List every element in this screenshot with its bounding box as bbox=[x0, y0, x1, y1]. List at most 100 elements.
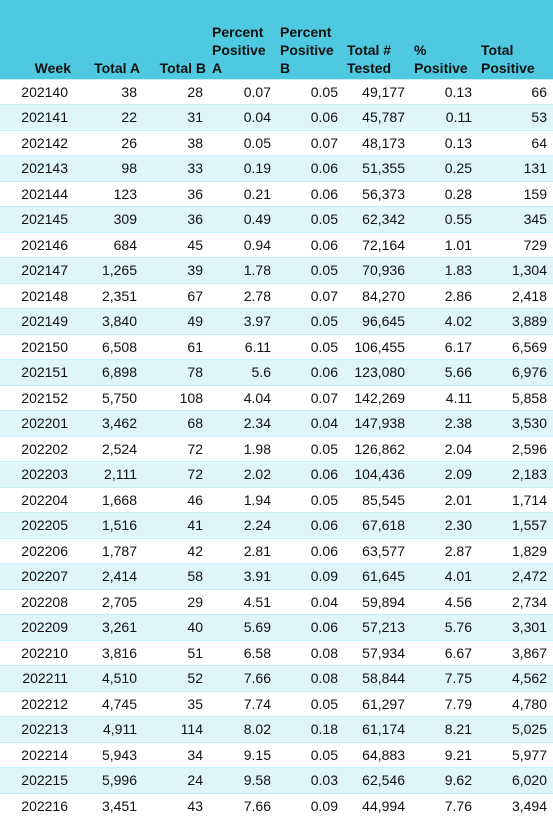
column-header-percent-positive[interactable]: % Positive bbox=[414, 41, 468, 76]
cell-total-a: 4,745 bbox=[74, 690, 143, 717]
cell-percent-positive: 2.38 bbox=[411, 410, 478, 436]
cell-total-positive: 3,867 bbox=[478, 639, 553, 666]
table-row: 202141 22 31 0.04 0.06 45,787 0.11 53 bbox=[0, 104, 553, 130]
cell-total-b: 36 bbox=[143, 206, 209, 232]
cell-total-a: 98 bbox=[74, 155, 143, 181]
column-header-total-tested[interactable]: Total # Tested bbox=[347, 41, 392, 76]
cell-percent-positive-a: 3.97 bbox=[209, 308, 277, 334]
cell-total-b: 24 bbox=[143, 767, 209, 793]
cell-total-b: 34 bbox=[143, 741, 209, 768]
cell-percent-positive-a: 2.81 bbox=[209, 537, 277, 564]
cell-total-tested: 57,213 bbox=[344, 614, 411, 640]
cell-total-positive: 4,780 bbox=[478, 690, 553, 717]
cell-total-tested: 61,174 bbox=[344, 716, 411, 742]
column-header-total-a[interactable]: Total A bbox=[94, 59, 140, 76]
cell-total-positive: 729 bbox=[478, 231, 553, 258]
cell-total-a: 3,840 bbox=[74, 308, 143, 334]
cell-total-positive: 1,829 bbox=[478, 537, 553, 564]
cell-week: 202140 bbox=[0, 78, 74, 105]
cell-percent-positive-b: 0.04 bbox=[277, 410, 344, 436]
cell-percent-positive-a: 3.91 bbox=[209, 563, 277, 589]
cell-total-a: 26 bbox=[74, 129, 143, 156]
table-row: 202213 4,911 114 8.02 0.18 61,174 8.21 5,025 bbox=[0, 716, 553, 742]
cell-total-b: 67 bbox=[143, 282, 209, 309]
cell-total-positive: 2,418 bbox=[478, 282, 553, 309]
cell-total-b: 114 bbox=[143, 716, 209, 742]
table-row: 202145 309 36 0.49 0.05 62,342 0.55 345 bbox=[0, 206, 553, 232]
cell-total-a: 3,261 bbox=[74, 614, 143, 640]
cell-total-tested: 142,269 bbox=[344, 384, 411, 411]
cell-week: 202142 bbox=[0, 129, 74, 156]
cell-total-positive: 5,977 bbox=[478, 741, 553, 768]
cell-percent-positive-a: 0.21 bbox=[209, 180, 277, 207]
cell-total-positive: 6,976 bbox=[478, 359, 553, 385]
cell-percent-positive-a: 8.02 bbox=[209, 716, 277, 742]
table-row: 202204 1,668 46 1.94 0.05 85,545 2.01 1,714 bbox=[0, 486, 553, 513]
cell-total-positive: 6,020 bbox=[478, 767, 553, 793]
cell-percent-positive-a: 9.15 bbox=[209, 741, 277, 768]
cell-total-a: 3,462 bbox=[74, 410, 143, 436]
column-header-percent-positive-b[interactable]: Percent Positive B bbox=[280, 23, 334, 76]
cell-percent-positive-b: 0.06 bbox=[277, 461, 344, 487]
cell-total-a: 2,351 bbox=[74, 282, 143, 309]
cell-total-a: 1,265 bbox=[74, 257, 143, 283]
column-header-percent-positive-a[interactable]: Percent Positive A bbox=[212, 23, 266, 76]
table-row: 202209 3,261 40 5.69 0.06 57,213 5.76 3,301 bbox=[0, 614, 553, 640]
cell-week: 202152 bbox=[0, 384, 74, 411]
cell-total-positive: 4,562 bbox=[478, 665, 553, 691]
cell-total-a: 4,510 bbox=[74, 665, 143, 691]
cell-week: 202143 bbox=[0, 155, 74, 181]
table-row: 202152 5,750 108 4.04 0.07 142,269 4.11 5,858 bbox=[0, 384, 553, 411]
cell-percent-positive-b: 0.05 bbox=[277, 206, 344, 232]
cell-percent-positive-a: 9.58 bbox=[209, 767, 277, 793]
cell-week: 202213 bbox=[0, 716, 74, 742]
cell-total-a: 2,705 bbox=[74, 588, 143, 615]
cell-total-b: 35 bbox=[143, 690, 209, 717]
cell-total-a: 2,524 bbox=[74, 435, 143, 462]
cell-total-a: 3,816 bbox=[74, 639, 143, 666]
cell-percent-positive-a: 6.11 bbox=[209, 333, 277, 360]
cell-percent-positive-b: 0.07 bbox=[277, 282, 344, 309]
table-row: 202216 3,451 43 7.66 0.09 44,994 7.76 3,494 bbox=[0, 792, 553, 819]
cell-total-positive: 2,183 bbox=[478, 461, 553, 487]
cell-week: 202215 bbox=[0, 767, 74, 793]
cell-total-tested: 59,894 bbox=[344, 588, 411, 615]
column-header-total-b[interactable]: Total B bbox=[159, 59, 206, 76]
cell-percent-positive-b: 0.09 bbox=[277, 563, 344, 589]
column-header-week[interactable]: Week bbox=[34, 59, 71, 76]
cell-percent-positive-b: 0.05 bbox=[277, 333, 344, 360]
cell-percent-positive-b: 0.08 bbox=[277, 639, 344, 666]
cell-percent-positive-b: 0.05 bbox=[277, 78, 344, 105]
cell-percent-positive: 9.21 bbox=[411, 741, 478, 768]
cell-percent-positive-a: 1.78 bbox=[209, 257, 277, 283]
table-row: 202151 6,898 78 5.6 0.06 123,080 5.66 6,976 bbox=[0, 359, 553, 385]
cell-percent-positive: 7.75 bbox=[411, 665, 478, 691]
cell-total-tested: 123,080 bbox=[344, 359, 411, 385]
cell-percent-positive-b: 0.06 bbox=[277, 231, 344, 258]
cell-percent-positive-a: 1.98 bbox=[209, 435, 277, 462]
cell-percent-positive: 0.55 bbox=[411, 206, 478, 232]
cell-total-a: 1,787 bbox=[74, 537, 143, 564]
cell-percent-positive: 2.30 bbox=[411, 512, 478, 538]
cell-total-tested: 126,862 bbox=[344, 435, 411, 462]
column-header-total-positive[interactable]: Total Positive bbox=[481, 41, 535, 76]
table-header: Week Total A Total B Percent Positive A … bbox=[0, 0, 553, 79]
cell-percent-positive: 2.87 bbox=[411, 537, 478, 564]
cell-week: 202206 bbox=[0, 537, 74, 564]
cell-total-b: 28 bbox=[143, 78, 209, 105]
cell-total-tested: 72,164 bbox=[344, 231, 411, 258]
cell-percent-positive-a: 5.6 bbox=[209, 359, 277, 385]
cell-percent-positive-a: 2.24 bbox=[209, 512, 277, 538]
cell-total-b: 33 bbox=[143, 155, 209, 181]
cell-total-a: 22 bbox=[74, 104, 143, 130]
cell-percent-positive: 0.11 bbox=[411, 104, 478, 130]
cell-total-b: 51 bbox=[143, 639, 209, 666]
cell-total-tested: 57,934 bbox=[344, 639, 411, 666]
cell-total-a: 123 bbox=[74, 180, 143, 207]
cell-total-tested: 63,577 bbox=[344, 537, 411, 564]
cell-percent-positive: 4.02 bbox=[411, 308, 478, 334]
cell-total-a: 2,414 bbox=[74, 563, 143, 589]
cell-total-tested: 44,994 bbox=[344, 792, 411, 819]
cell-total-tested: 104,436 bbox=[344, 461, 411, 487]
